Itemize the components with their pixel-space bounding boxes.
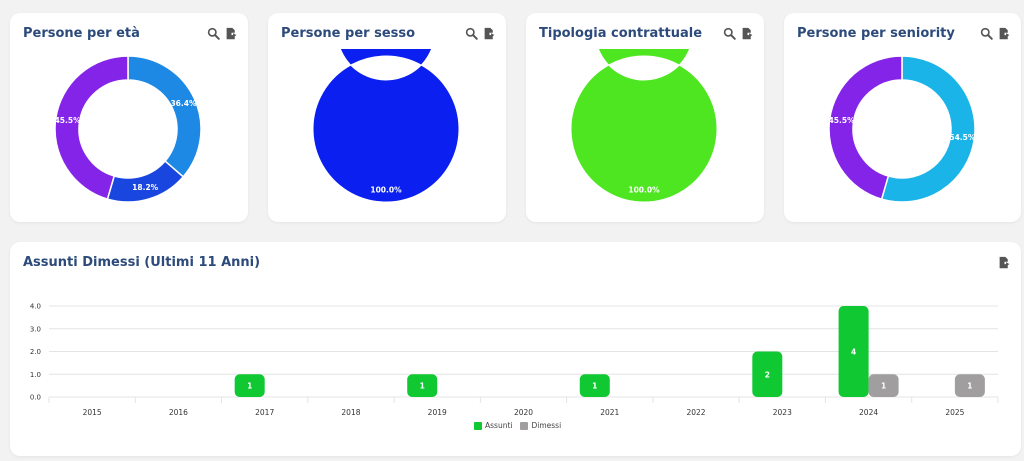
- search-icon[interactable]: [207, 27, 220, 40]
- x-tick-label: 2018: [341, 408, 360, 417]
- donut-slice[interactable]: [880, 55, 976, 203]
- x-tick-label: 2024: [859, 408, 878, 417]
- x-tick-label: 2017: [255, 408, 274, 417]
- card-title: Assunti Dimessi (Ultimi 11 Anni): [23, 255, 261, 270]
- slice-label: 100.0%: [628, 186, 660, 195]
- y-tick-label: 4.0: [30, 303, 41, 311]
- bar[interactable]: [407, 374, 438, 397]
- slice-label: 45.5%: [55, 116, 82, 125]
- bar-value-label: 4: [851, 348, 856, 357]
- donut-slice[interactable]: [828, 55, 903, 201]
- x-tick-label: 2022: [686, 408, 705, 417]
- bar[interactable]: [234, 374, 265, 397]
- hires-exits-bar-chart: 0.0 1.0 2.0 3.0 4.0 2015 2016 2017 2018 2019 2020 2…: [30, 303, 999, 417]
- sex-donut-chart: 100.0%: [312, 49, 460, 203]
- contract-donut-chart: 100.0%: [570, 49, 718, 203]
- export-icon[interactable]: [998, 27, 1011, 40]
- chart-legend: Assunti Dimessi: [474, 421, 561, 430]
- x-tick-label: 2016: [169, 408, 188, 417]
- card-title: Persone per seniority: [797, 26, 955, 41]
- contract-card: Tipologia contrattuale 100.0%: [526, 13, 764, 222]
- card-tools: [998, 256, 1011, 269]
- bar[interactable]: [868, 374, 899, 397]
- bar[interactable]: [579, 374, 610, 397]
- card-title: Tipologia contrattuale: [539, 26, 703, 41]
- legend-swatch: [520, 421, 529, 430]
- legend-item-dismissed[interactable]: Dimessi: [520, 421, 561, 430]
- age-donut-chart: 36.4% 18.2% 45.5%: [54, 55, 202, 203]
- legend-item-hired[interactable]: Assunti: [474, 421, 512, 430]
- card-tools: [723, 27, 754, 40]
- bar-value-label: 1: [592, 382, 597, 391]
- y-tick-label: 2.0: [30, 348, 41, 356]
- card-tools: [980, 27, 1011, 40]
- bar[interactable]: [954, 374, 985, 397]
- donut-slice[interactable]: [106, 160, 185, 203]
- slice-label: 54.5%: [949, 133, 976, 142]
- export-icon[interactable]: [998, 256, 1011, 269]
- search-icon[interactable]: [465, 27, 478, 40]
- y-tick-label: 0.0: [30, 394, 41, 402]
- bar-value-label: 1: [881, 382, 886, 391]
- card-title: Persone per sesso: [281, 26, 416, 41]
- card-title: Persone per età: [23, 26, 140, 41]
- seniority-card: Persone per seniority 54.5% 45.5%: [784, 13, 1021, 222]
- x-tick-label: 2019: [428, 408, 447, 417]
- card-tools: [465, 27, 496, 40]
- x-tick-label: 2021: [600, 408, 619, 417]
- export-icon[interactable]: [741, 27, 754, 40]
- y-tick-label: 3.0: [30, 325, 41, 333]
- x-tick-label: 2015: [83, 408, 102, 417]
- bar-value-label: 1: [967, 382, 972, 391]
- sex-card: Persone per sesso 100.0%: [268, 13, 506, 222]
- export-icon[interactable]: [225, 27, 238, 40]
- donut-slice[interactable]: [54, 55, 129, 200]
- x-tick-label: 2025: [945, 408, 964, 417]
- slice-label: 36.4%: [170, 99, 197, 108]
- search-icon[interactable]: [980, 27, 993, 40]
- age-card: Persone per età 36.4% 18.2% 45.5%: [10, 13, 248, 222]
- bar[interactable]: [838, 306, 869, 397]
- donut-slice[interactable]: [570, 49, 718, 203]
- search-icon[interactable]: [723, 27, 736, 40]
- bar-value-label: 2: [765, 370, 770, 379]
- card-tools: [207, 27, 238, 40]
- legend-label: Dimessi: [531, 421, 562, 430]
- x-tick-label: 2023: [773, 408, 792, 417]
- slice-label: 18.2%: [132, 183, 159, 192]
- bar-value-label: 1: [420, 382, 425, 391]
- legend-label: Assunti: [485, 421, 513, 430]
- bar[interactable]: [752, 351, 783, 398]
- donut-slice[interactable]: [127, 55, 202, 178]
- legend-swatch: [474, 421, 482, 430]
- slice-label: 45.5%: [829, 116, 856, 125]
- export-icon[interactable]: [483, 27, 496, 40]
- slice-label: 100.0%: [370, 186, 402, 195]
- seniority-donut-chart: 54.5% 45.5%: [828, 55, 976, 203]
- donut-slice[interactable]: [312, 49, 460, 203]
- hires-exits-card: Assunti Dimessi (Ultimi 11 Anni) 0.0 1.0 2…: [10, 242, 1021, 456]
- x-tick-label: 2020: [514, 408, 533, 417]
- y-tick-label: 1.0: [30, 371, 41, 379]
- bar-value-label: 1: [247, 382, 252, 391]
